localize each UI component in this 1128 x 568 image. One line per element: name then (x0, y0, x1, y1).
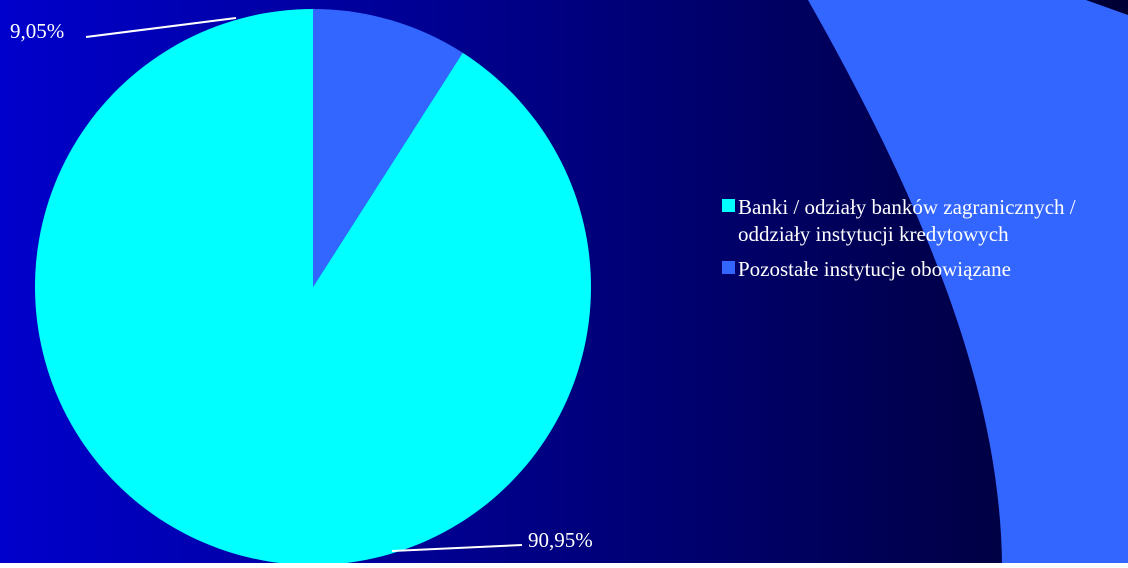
leader-line-other-institutions (85, 17, 237, 38)
pie-chart (34, 9, 591, 565)
decorative-arc (808, 0, 1128, 563)
legend-swatch-other-institutions (722, 261, 735, 274)
leader-line-banks (391, 544, 523, 552)
legend-label-banks: Banki / odziały banków zagranicznych / o… (738, 195, 1076, 246)
legend-item-other-institutions: Pozostałe instytucje obowiązane (722, 256, 1122, 283)
legend-item-banks: Banki / odziały banków zagranicznych / o… (722, 194, 1122, 248)
leader-lines (85, 17, 523, 552)
pie-slice-banks (34, 9, 591, 565)
data-label-other-institutions: 9,05% (10, 19, 65, 43)
chart-legend: Banki / odziały banków zagranicznych / o… (722, 194, 1122, 291)
pie-slice-other-institutions (313, 9, 463, 287)
data-label-banks: 90,95% (528, 528, 593, 552)
legend-label-other-institutions: Pozostałe instytucje obowiązane (738, 257, 1011, 281)
legend-swatch-banks (722, 199, 735, 212)
